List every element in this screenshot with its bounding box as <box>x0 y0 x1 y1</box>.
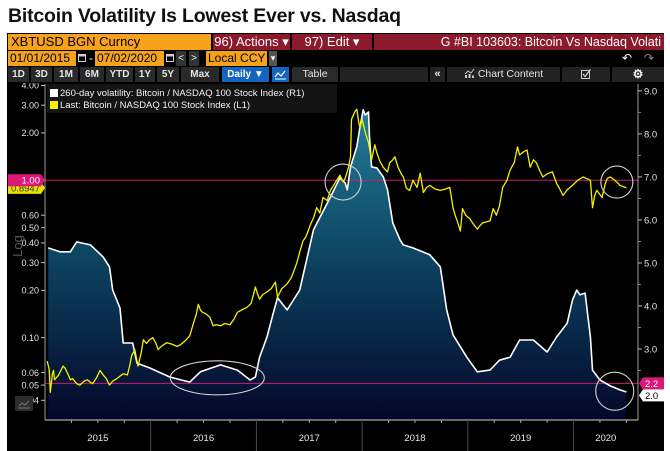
x-tick-label: 2015 <box>87 433 108 444</box>
legend-item-volatility[interactable]: 260-day volatility: Bitcoin / NASDAQ 100… <box>50 87 304 100</box>
legend-label: Last: Bitcoin / NASDAQ 100 Stock Index (… <box>60 100 251 111</box>
right-value-tag <box>639 377 664 390</box>
x-tick-label: 2020 <box>595 433 616 444</box>
currency-dropdown-button[interactable]: ▾ <box>269 51 277 66</box>
period-button-3d[interactable]: 3D <box>31 67 52 82</box>
plot-area <box>48 109 627 420</box>
period-button-1y[interactable]: 1Y <box>135 67 155 82</box>
gear-icon[interactable]: ⚙ <box>612 67 664 82</box>
chart-type-button[interactable] <box>272 67 289 82</box>
legend-swatch-white <box>50 89 58 97</box>
period-button-max[interactable]: Max <box>181 67 219 82</box>
currency-select[interactable]: Local CCY <box>206 51 267 66</box>
right-tick-label: 5.0 <box>644 258 657 269</box>
right-value-tag <box>639 389 664 402</box>
right-value-tag-label: 2.0 <box>645 391 658 402</box>
right-tick-label: 6.0 <box>644 215 657 226</box>
x-tick-label: 2019 <box>510 433 531 444</box>
toolbar-spacer <box>340 67 428 82</box>
annotations <box>169 163 635 411</box>
right-tick-label: 9.0 <box>644 86 657 97</box>
table-view-button[interactable]: Table <box>292 67 338 82</box>
period-button-1d[interactable]: 1D <box>8 67 29 82</box>
previous-period-button[interactable]: < <box>176 51 186 66</box>
annotation-circle <box>324 163 362 201</box>
edit-chart-button[interactable] <box>562 67 610 82</box>
left-tick-label: 0.06 <box>21 368 39 378</box>
legend-item-last-price[interactable]: Last: Bitcoin / NASDAQ 100 Stock Index (… <box>50 99 250 112</box>
annotation-circle <box>595 371 635 411</box>
page-title: Bitcoin Volatility Is Lowest Ever vs. Na… <box>8 5 401 27</box>
undo-icon[interactable]: ↶ <box>621 51 633 65</box>
chart-content-button[interactable]: Chart Content <box>447 67 560 82</box>
x-tick-label: 2016 <box>193 433 214 444</box>
chart-legend: 260-day volatility: Bitcoin / NASDAQ 100… <box>47 84 337 113</box>
chart-id-title: G #BI 103603: Bitcoin Vs Nasdaq Volati <box>374 34 664 50</box>
x-tick-label: 2017 <box>299 433 320 444</box>
chart-content-label: Chart Content <box>477 68 544 80</box>
left-tick-label: 0.30 <box>21 258 39 268</box>
volatility-series-line <box>47 109 627 393</box>
log-scale-toggle[interactable]: Log <box>10 235 25 257</box>
right-tick-label: 4.0 <box>644 301 657 312</box>
actions-menu-button[interactable]: 96) Actions ▾ <box>213 34 290 50</box>
calendar-icon[interactable] <box>166 54 174 62</box>
start-date-input[interactable]: 01/01/2015 <box>8 51 76 66</box>
axis-scale-button[interactable] <box>15 396 33 411</box>
x-axis: 2015 2016 2017 2018 2019 2020 <box>70 420 627 451</box>
collapse-panel-button[interactable]: « <box>430 67 445 82</box>
left-tick-label: 0.10 <box>21 333 39 343</box>
left-value-tag-label: 1.00 <box>22 176 41 187</box>
redo-icon[interactable]: ↷ <box>643 51 655 65</box>
legend-label: 260-day volatility: Bitcoin / NASDAQ 100… <box>60 88 305 99</box>
period-button-5y[interactable]: 5Y <box>157 67 179 82</box>
annotation-circle <box>600 165 634 199</box>
calendar-icon[interactable] <box>78 54 86 62</box>
right-tick-label: 8.0 <box>644 129 657 140</box>
edit-menu-button[interactable]: 97) Edit ▾ <box>292 34 372 50</box>
annotation-ellipse <box>169 360 265 396</box>
left-tick-label: 0.40 <box>21 238 39 248</box>
chart-content-icon <box>464 68 475 78</box>
end-date-input[interactable]: 07/02/2020 <box>95 51 164 66</box>
line-chart-icon <box>274 70 286 80</box>
left-tick-label: 0.20 <box>21 286 39 296</box>
left-tick-label: 0.60 <box>21 210 39 220</box>
right-value-tag-label: 2.2 <box>645 379 658 390</box>
date-range-separator: - <box>89 51 93 65</box>
left-tick-label: 0.50 <box>21 223 39 233</box>
period-button-1m[interactable]: 1M <box>54 67 78 82</box>
edit-checkbox-icon <box>581 69 592 79</box>
legend-swatch-yellow <box>50 101 58 109</box>
next-period-button[interactable]: > <box>189 51 199 66</box>
x-tick-label: 2018 <box>404 433 425 444</box>
period-button-6m[interactable]: 6M <box>80 67 104 82</box>
volatility-area-fill <box>48 109 627 420</box>
left-tick-label: 4.00 <box>21 83 39 91</box>
series-lines <box>46 108 627 393</box>
line-chart-icon <box>18 400 30 409</box>
left-value-tag <box>8 174 45 187</box>
price-ratio-series-line <box>46 108 627 393</box>
period-button-ytd[interactable]: YTD <box>106 67 133 82</box>
left-tick-label: 3.00 <box>21 100 39 110</box>
right-tick-label: 7.0 <box>644 172 657 183</box>
right-tick-label: 3.0 <box>644 344 657 355</box>
frequency-dropdown[interactable]: Daily ▼ <box>222 67 269 82</box>
left-value-tag-label: 0.8947 <box>11 183 40 194</box>
left-tick-label: 0.05 <box>21 380 39 390</box>
chart: 4.00 3.00 2.00 1.00 0.60 0.50 0.40 0.30 0.20 0.10… <box>8 83 664 451</box>
security-field[interactable]: XBTUSD BGN Curncy <box>8 34 211 50</box>
left-tick-label: 2.00 <box>21 128 39 138</box>
